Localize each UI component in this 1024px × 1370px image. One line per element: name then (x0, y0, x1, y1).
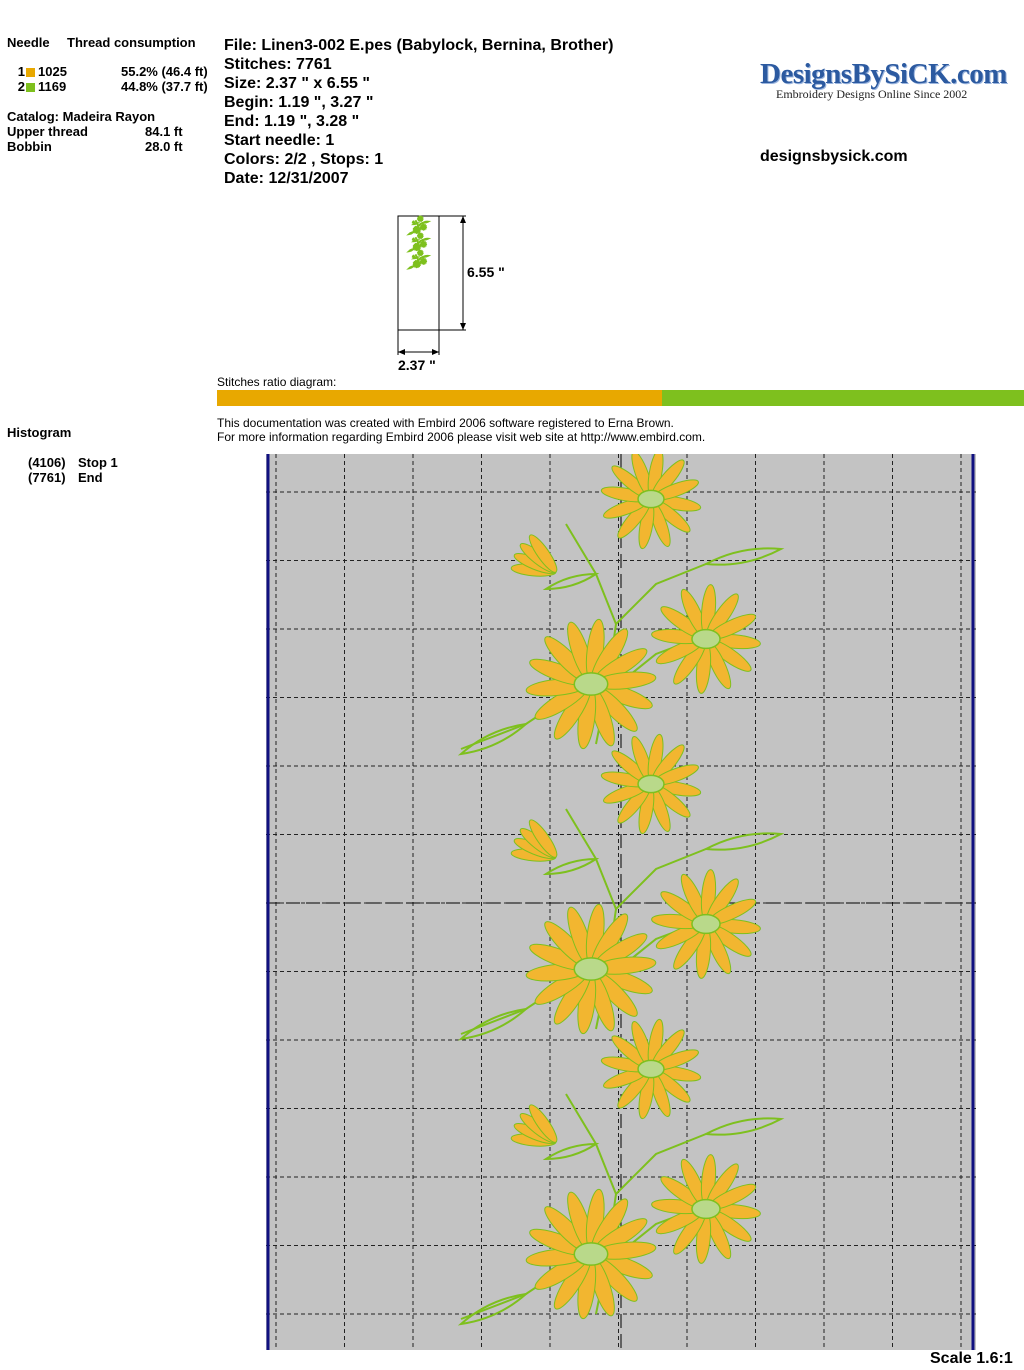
ratio-segment-needle-2 (662, 390, 1024, 406)
stitches-ratio-bar (217, 390, 1024, 406)
histogram-stitch: (7761) (28, 470, 66, 485)
color-swatch (26, 83, 35, 92)
design-info: File: Linen3-002 E.pes (Babylock, Bernin… (224, 36, 613, 188)
logo-wordmark: DesignsBySiCK.com (760, 58, 1007, 90)
design-size: Size: 2.37 " x 6.55 " (224, 75, 370, 92)
histogram-title: Histogram (7, 425, 72, 440)
ratio-label: Stitches ratio diagram: (217, 375, 337, 389)
needle-header: Needle (7, 35, 50, 50)
color-swatch (26, 68, 35, 77)
upper-thread-label: Upper thread (7, 124, 88, 139)
thread-row: 1 1025 55.2% (46.4 ft) (15, 64, 208, 79)
upper-thread-value: 84.1 ft (145, 124, 183, 139)
end-position: End: 1.19 ", 3.28 " (224, 113, 360, 130)
thread-code: 1169 (38, 79, 67, 94)
stitch-count: Stitches: 7761 (224, 56, 332, 73)
ratio-segment-needle-1 (217, 390, 663, 406)
thread-consumption-header: Thread consumption (67, 35, 196, 50)
file-name: File: Linen3-002 E.pes (Babylock, Bernin… (224, 37, 614, 54)
width-dimension-label: 2.37 " (398, 357, 436, 373)
software-note-line1: This documentation was created with Embi… (217, 416, 674, 430)
website-label: designsbysick.com (760, 148, 908, 165)
embroidery-design (457, 454, 785, 1326)
embroidery-preview (266, 454, 976, 1350)
histogram-label: End (78, 470, 103, 485)
scale-label: Scale 1.6:1 (930, 1350, 1013, 1367)
histogram-entry: (7761) End (28, 470, 103, 485)
height-dimension-label: 6.55 " (467, 264, 505, 280)
brand-logo: DesignsBySiCK.com Embroidery Designs Onl… (760, 58, 1007, 102)
histogram-stitch: (4106) (28, 455, 66, 470)
thread-consumption: 44.8% (37.7 ft) (121, 79, 208, 94)
start-needle: Start needle: 1 (224, 132, 335, 149)
bobbin-label: Bobbin (7, 139, 52, 154)
logo-tagline: Embroidery Designs Online Since 2002 (776, 87, 968, 101)
histogram-label: Stop 1 (78, 455, 118, 470)
thread-code: 1025 (38, 64, 67, 79)
histogram-entry: (4106) Stop 1 (28, 455, 118, 470)
needle-number: 2 (17, 79, 25, 94)
colors-stops: Colors: 2/2 , Stops: 1 (224, 151, 384, 168)
design-thumbnail (397, 215, 466, 355)
catalog-label: Catalog: Madeira Rayon (7, 109, 156, 124)
design-date: Date: 12/31/2007 (224, 170, 349, 187)
needle-number: 1 (17, 64, 25, 79)
software-note-line2: For more information regarding Embird 20… (217, 430, 706, 444)
bobbin-value: 28.0 ft (145, 139, 183, 154)
thread-consumption: 55.2% (46.4 ft) (121, 64, 208, 79)
begin-position: Begin: 1.19 ", 3.27 " (224, 94, 374, 111)
thread-row: 2 1169 44.8% (37.7 ft) (15, 79, 208, 94)
